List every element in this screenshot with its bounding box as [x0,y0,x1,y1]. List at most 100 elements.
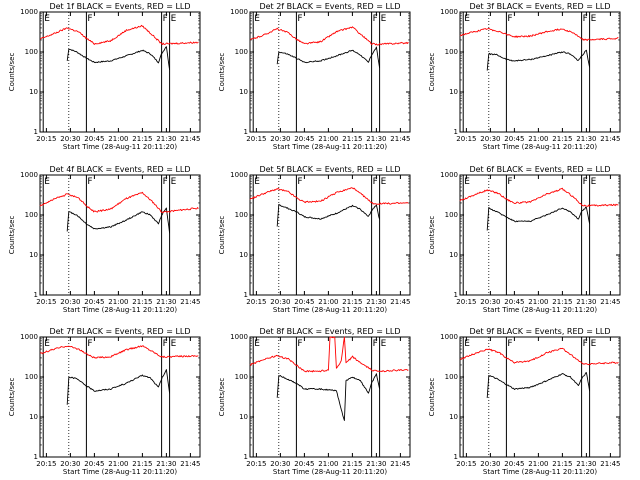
x-tick-label: 20:45 [504,460,524,468]
x-axis-label: Start Time (28-Aug-11 20:11:20) [63,468,177,476]
x-tick-label: 20:15 [246,460,266,468]
series-lld-line [249,26,409,46]
panel-title: Det 4f BLACK = Events, RED = LLD [49,165,190,174]
y-tick-label: 100 [25,48,38,56]
x-tick-label: 20:30 [60,298,80,306]
marker-label-e: E [591,339,597,349]
x-tick-label: 20:45 [84,135,104,143]
marker-label-e: E [254,14,260,24]
y-tick-label: 1000 [20,171,38,179]
x-tick-label: 21:00 [318,135,338,143]
marker-label-e: E [171,177,177,187]
y-tick-label: 10 [449,413,458,421]
y-axis-label: Counts/sec [428,378,436,417]
panel-det-6: Det 6f BLACK = Events, RED = LLD 1 10 100 10… [428,165,621,314]
panel-det-5: Det 5f BLACK = Events, RED = LLD 1 10 100 10… [218,165,411,314]
marker-label-f: F [163,177,168,187]
y-axis-label: Counts/sec [8,378,16,417]
y-axis-label: Counts/sec [218,53,226,92]
x-tick-label: 20:30 [270,135,290,143]
y-tick-label: 1 [454,453,458,461]
x-tick-label: 20:15 [246,298,266,306]
marker-label-f: F [87,339,92,349]
x-tick-label: 20:30 [270,298,290,306]
x-tick-label: 21:45 [180,298,200,306]
x-tick-label: 21:15 [132,460,152,468]
marker-label-e: E [171,339,177,349]
marker-label-f: F [507,177,512,187]
x-tick-label: 20:15 [36,298,56,306]
marker-label-f: F [373,14,378,24]
x-tick-label: 21:45 [390,460,410,468]
x-tick-label: 21:30 [366,135,386,143]
y-tick-label: 100 [235,48,248,56]
series-lld-line [249,336,409,373]
panel-title: Det 7f BLACK = Events, RED = LLD [49,327,190,336]
x-tick-label: 21:15 [132,135,152,143]
plot-frame [39,174,201,296]
panel-title: Det 9f BLACK = Events, RED = LLD [469,327,610,336]
y-tick-label: 1 [244,291,248,299]
y-tick-label: 10 [29,251,38,259]
marker-label-e: E [254,339,260,349]
panel-title: Det 5f BLACK = Events, RED = LLD [259,165,400,174]
series-events-line [276,373,381,421]
panel-title: Det 6f BLACK = Events, RED = LLD [469,165,610,174]
marker-label-f: F [583,339,588,349]
series-events-line [276,46,381,69]
marker-label-e: E [591,177,597,187]
x-tick-label: 21:45 [600,298,620,306]
series-events-line [66,369,171,405]
y-tick-label: 1000 [230,8,248,16]
x-axis-label: Start Time (28-Aug-11 20:11:20) [483,468,597,476]
marker-label-e: E [44,339,50,349]
y-tick-label: 1 [454,128,458,136]
marker-label-e: E [171,14,177,24]
panel-title: Det 1f BLACK = Events, RED = LLD [49,2,190,11]
y-tick-label: 10 [29,88,38,96]
x-tick-label: 21:45 [390,298,410,306]
y-tick-label: 100 [235,211,248,219]
panel-title: Det 8f BLACK = Events, RED = LLD [259,327,400,336]
x-tick-label: 20:15 [36,135,56,143]
plot-frame [249,336,411,458]
x-axis-label: Start Time (28-Aug-11 20:11:20) [273,468,387,476]
x-tick-label: 21:30 [366,298,386,306]
y-tick-label: 1 [454,291,458,299]
marker-label-e: E [464,14,470,24]
marker-label-e: E [464,177,470,187]
x-tick-label: 21:15 [342,298,362,306]
x-tick-label: 20:30 [480,298,500,306]
x-tick-label: 20:45 [504,135,524,143]
y-axis-label: Counts/sec [8,53,16,92]
series-lld-line [459,28,619,42]
plot-frame [459,174,621,296]
marker-label-f: F [507,14,512,24]
panel-det-9: Det 9f BLACK = Events, RED = LLD 1 10 100 10… [428,327,621,476]
marker-label-e: E [254,177,260,187]
y-tick-label: 10 [239,251,248,259]
y-tick-label: 1000 [440,8,458,16]
marker-label-f: F [163,339,168,349]
x-tick-label: 20:15 [456,460,476,468]
y-tick-label: 1000 [440,333,458,341]
x-tick-label: 20:30 [480,135,500,143]
x-axis-label: Start Time (28-Aug-11 20:11:20) [63,143,177,151]
x-tick-label: 21:30 [366,460,386,468]
series-lld-line [39,191,199,214]
x-tick-label: 21:00 [528,298,548,306]
x-tick-label: 21:45 [600,135,620,143]
x-axis-label: Start Time (28-Aug-11 20:11:20) [483,143,597,151]
marker-label-e: E [44,177,50,187]
series-events-line [486,372,591,399]
x-tick-label: 21:45 [180,460,200,468]
x-tick-label: 20:45 [294,460,314,468]
plot-frame [459,11,621,133]
x-tick-label: 20:30 [270,460,290,468]
y-tick-label: 1 [34,291,38,299]
marker-label-e: E [464,339,470,349]
y-tick-label: 1000 [230,333,248,341]
y-axis-label: Counts/sec [428,216,436,255]
plot-frame [249,174,411,296]
